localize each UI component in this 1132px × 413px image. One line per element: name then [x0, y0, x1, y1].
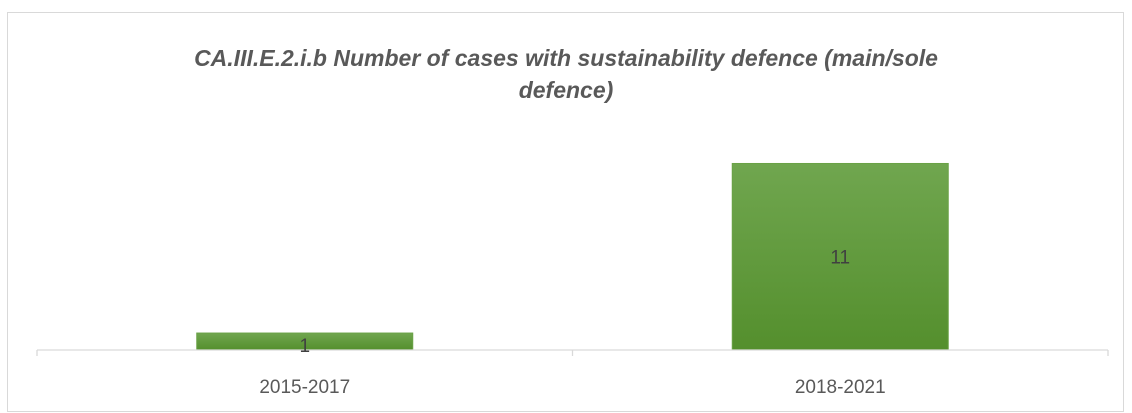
x-tick-label: 2015-2017	[259, 377, 350, 398]
chart-title: CA.III.E.2.i.b Number of cases with sust…	[0, 42, 1132, 106]
data-label: 1	[299, 336, 310, 357]
bar-2018-2021	[731, 162, 949, 351]
labels-layer: 1 2015-2017 11 2018-2021	[259, 248, 885, 398]
x-tick-label: 2018-2021	[795, 377, 886, 398]
ticks-layer	[36, 350, 1109, 356]
data-label: 11	[830, 248, 850, 269]
chart-title-text: CA.III.E.2.i.b Number of cases with sust…	[194, 45, 938, 103]
bars-layer	[196, 162, 949, 351]
